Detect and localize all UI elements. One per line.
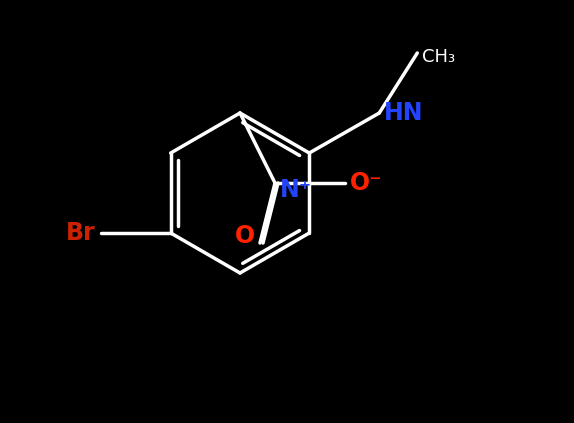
Text: O⁻: O⁻ — [350, 171, 383, 195]
Text: CH₃: CH₃ — [422, 48, 455, 66]
Text: HN: HN — [384, 101, 424, 125]
Text: O: O — [235, 224, 255, 248]
Text: N⁺: N⁺ — [280, 178, 312, 202]
Text: Br: Br — [66, 221, 96, 245]
